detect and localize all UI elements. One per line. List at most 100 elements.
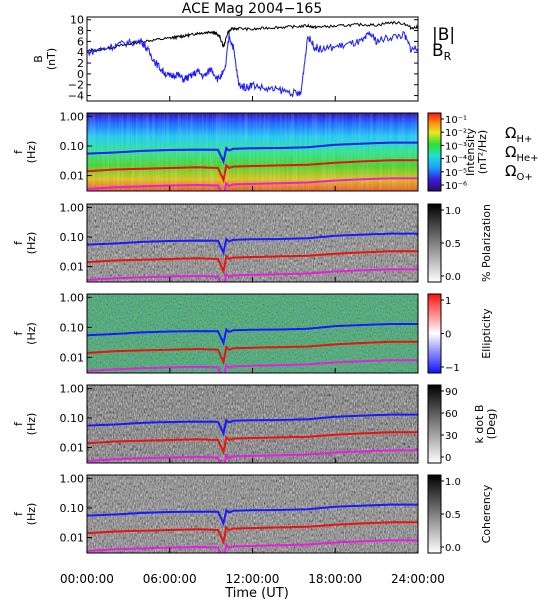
colorbar-tick-label: 10⁻⁴ <box>445 155 467 166</box>
colorbar-tick-label: 1.0 <box>445 206 461 217</box>
colorbar-tick-label: 0 <box>445 453 451 464</box>
legend-omega-he: ΩHe+ <box>505 143 539 164</box>
time-tick-label: 12:00:00 <box>226 572 280 586</box>
series-line-b-r <box>86 30 419 98</box>
freq-tick-label: 1.00 <box>60 291 85 304</box>
b-ytick-label: 0 <box>77 68 84 81</box>
gyro-line-h <box>87 232 418 256</box>
freq-tick-label: 0.01 <box>60 261 85 274</box>
freq-tick-label: 0.10 <box>60 321 85 334</box>
legend-omega-o: ΩO+ <box>505 162 533 183</box>
intensity-panel: 1.00 0.10 0.01 f(Hz) 10⁻¹ 10⁻² 10⁻³ 10⁻⁴ 10⁻⁵ 10⁻… <box>12 110 539 192</box>
freq-ylabel: f(Hz) <box>12 322 38 345</box>
colorbar-label: Coherency <box>480 484 493 543</box>
ellipticity-panel: 1.00 0.10 0.01 f(Hz) 1 0 −1 Ellipticity <box>12 291 493 374</box>
ellipticity-spectrogram <box>87 294 418 373</box>
b-ytick-label: 10 <box>70 14 84 27</box>
freq-tick-label: 1.00 <box>60 472 85 485</box>
intensity-spectrogram <box>87 113 418 191</box>
freq-tick-label: 0.10 <box>60 412 85 425</box>
freq-ylabel: f(Hz) <box>12 503 38 526</box>
time-axis: 00:00:00 06:00:00 12:00:00 18:00:00 24:00:00 <box>60 96 445 586</box>
gyro-line-h <box>87 503 418 527</box>
series-line--b- <box>86 20 419 53</box>
colorbar-tick-label: 0.5 <box>445 510 461 521</box>
time-tick-label: 24:00:00 <box>391 572 445 586</box>
intensity-colorbar <box>427 112 442 192</box>
colorbar-tick-label: 10⁻² <box>445 128 467 139</box>
kdotb-panel: 1.00 0.10 0.01 f(Hz) 90 60 30 0 k dot B(Deg) <box>12 382 498 464</box>
polarization-spectrogram <box>87 204 418 282</box>
colorbar-tick-label: 10⁻⁶ <box>445 181 467 192</box>
freq-tick-label: 0.01 <box>60 351 85 364</box>
coherency-panel: 1.00 0.10 0.01 f(Hz) 1.0 0.5 0.0 Coherency <box>12 472 493 554</box>
freq-tick-label: 1.00 <box>60 110 85 123</box>
gyro-line-h <box>87 141 418 165</box>
colorbar-tick-label: 0.5 <box>445 239 461 250</box>
colorbar-tick-label: 0.0 <box>445 272 461 283</box>
colorbar-label: Ellipticity <box>480 308 493 359</box>
freq-ylabel: f(Hz) <box>12 232 38 255</box>
colorbar-tick-label: 0 <box>445 330 451 341</box>
gyro-line-o <box>87 359 418 373</box>
freq-tick-label: 0.01 <box>60 532 85 545</box>
freq-tick-label: 0.01 <box>60 442 85 455</box>
legend-omega-h: ΩH+ <box>505 124 532 145</box>
colorbar-tick-label: 10⁻⁵ <box>445 168 467 179</box>
time-tick-label: 00:00:00 <box>60 572 114 586</box>
gyro-line-h <box>87 323 418 347</box>
b-field-frame <box>86 16 419 102</box>
colorbar-tick-label: 30 <box>445 431 458 442</box>
colorbar-tick-label: 90 <box>445 387 458 398</box>
colorbar-label: Intensity(nT²/Hz) <box>464 128 489 176</box>
gyro-line-he <box>87 159 418 184</box>
b-ytick-label: 2 <box>77 57 84 70</box>
coherency-colorbar <box>427 474 442 554</box>
b-ytick-label: 8 <box>77 25 84 38</box>
freq-tick-label: 0.10 <box>60 140 85 153</box>
freq-ylabel: f(Hz) <box>12 413 38 436</box>
gyro-line-o <box>87 449 418 463</box>
freq-tick-label: 0.10 <box>60 502 85 515</box>
colorbar-tick-label: 1 <box>445 296 451 307</box>
gyro-line-he <box>87 250 418 275</box>
gyro-line-o <box>87 539 418 553</box>
colorbar-label: k dot B(Deg) <box>473 405 498 444</box>
colorbar-tick-label: 10⁻³ <box>445 141 467 152</box>
figure-title: ACE Mag 2004−165 <box>182 1 322 17</box>
time-tick-label: 06:00:00 <box>143 572 197 586</box>
colorbar-tick-label: 0.0 <box>445 543 461 554</box>
colorbar-tick-label: 10⁻¹ <box>445 115 467 126</box>
b-ytick-label: −4 <box>68 90 84 103</box>
freq-ylabel: f(Hz) <box>12 141 38 164</box>
polarization-colorbar <box>427 203 442 283</box>
gyro-line-o <box>87 177 418 191</box>
gyro-line-he <box>87 521 418 546</box>
colorbar-tick-label: 1.0 <box>445 477 461 488</box>
b-ytick-label: −2 <box>68 79 84 92</box>
colorbar-tick-label: −1 <box>445 363 460 374</box>
freq-tick-label: 1.00 <box>60 201 85 214</box>
kdotb-spectrogram <box>87 385 418 463</box>
kdotb-colorbar <box>427 384 442 464</box>
freq-tick-label: 0.10 <box>60 231 85 244</box>
colorbar-tick-label: 60 <box>445 409 458 420</box>
gyro-line-h <box>87 413 418 437</box>
x-axis-label: Time (UT) <box>224 586 289 600</box>
gyro-line-o <box>87 268 418 282</box>
b-ytick-label: 4 <box>77 46 84 59</box>
polarization-panel: 1.00 0.10 0.01 f(Hz) 1.0 0.5 0.0 % Polarization <box>12 201 493 283</box>
freq-tick-label: 0.01 <box>60 170 85 183</box>
gyro-line-he <box>87 431 418 456</box>
time-tick-label: 18:00:00 <box>308 572 362 586</box>
b-ylabel: B(nT) <box>32 48 58 70</box>
panels: −4−20246810B(nT)|B|BR1.000.100.01f(Hz)10… <box>12 14 539 554</box>
b-ytick-label: 6 <box>77 35 84 48</box>
legend-abs-b: |B| <box>432 25 455 45</box>
freq-tick-label: 1.00 <box>60 382 85 395</box>
colorbar-label: % Polarization <box>480 204 493 282</box>
ellipticity-colorbar <box>427 293 442 374</box>
gyro-line-he <box>87 340 418 366</box>
